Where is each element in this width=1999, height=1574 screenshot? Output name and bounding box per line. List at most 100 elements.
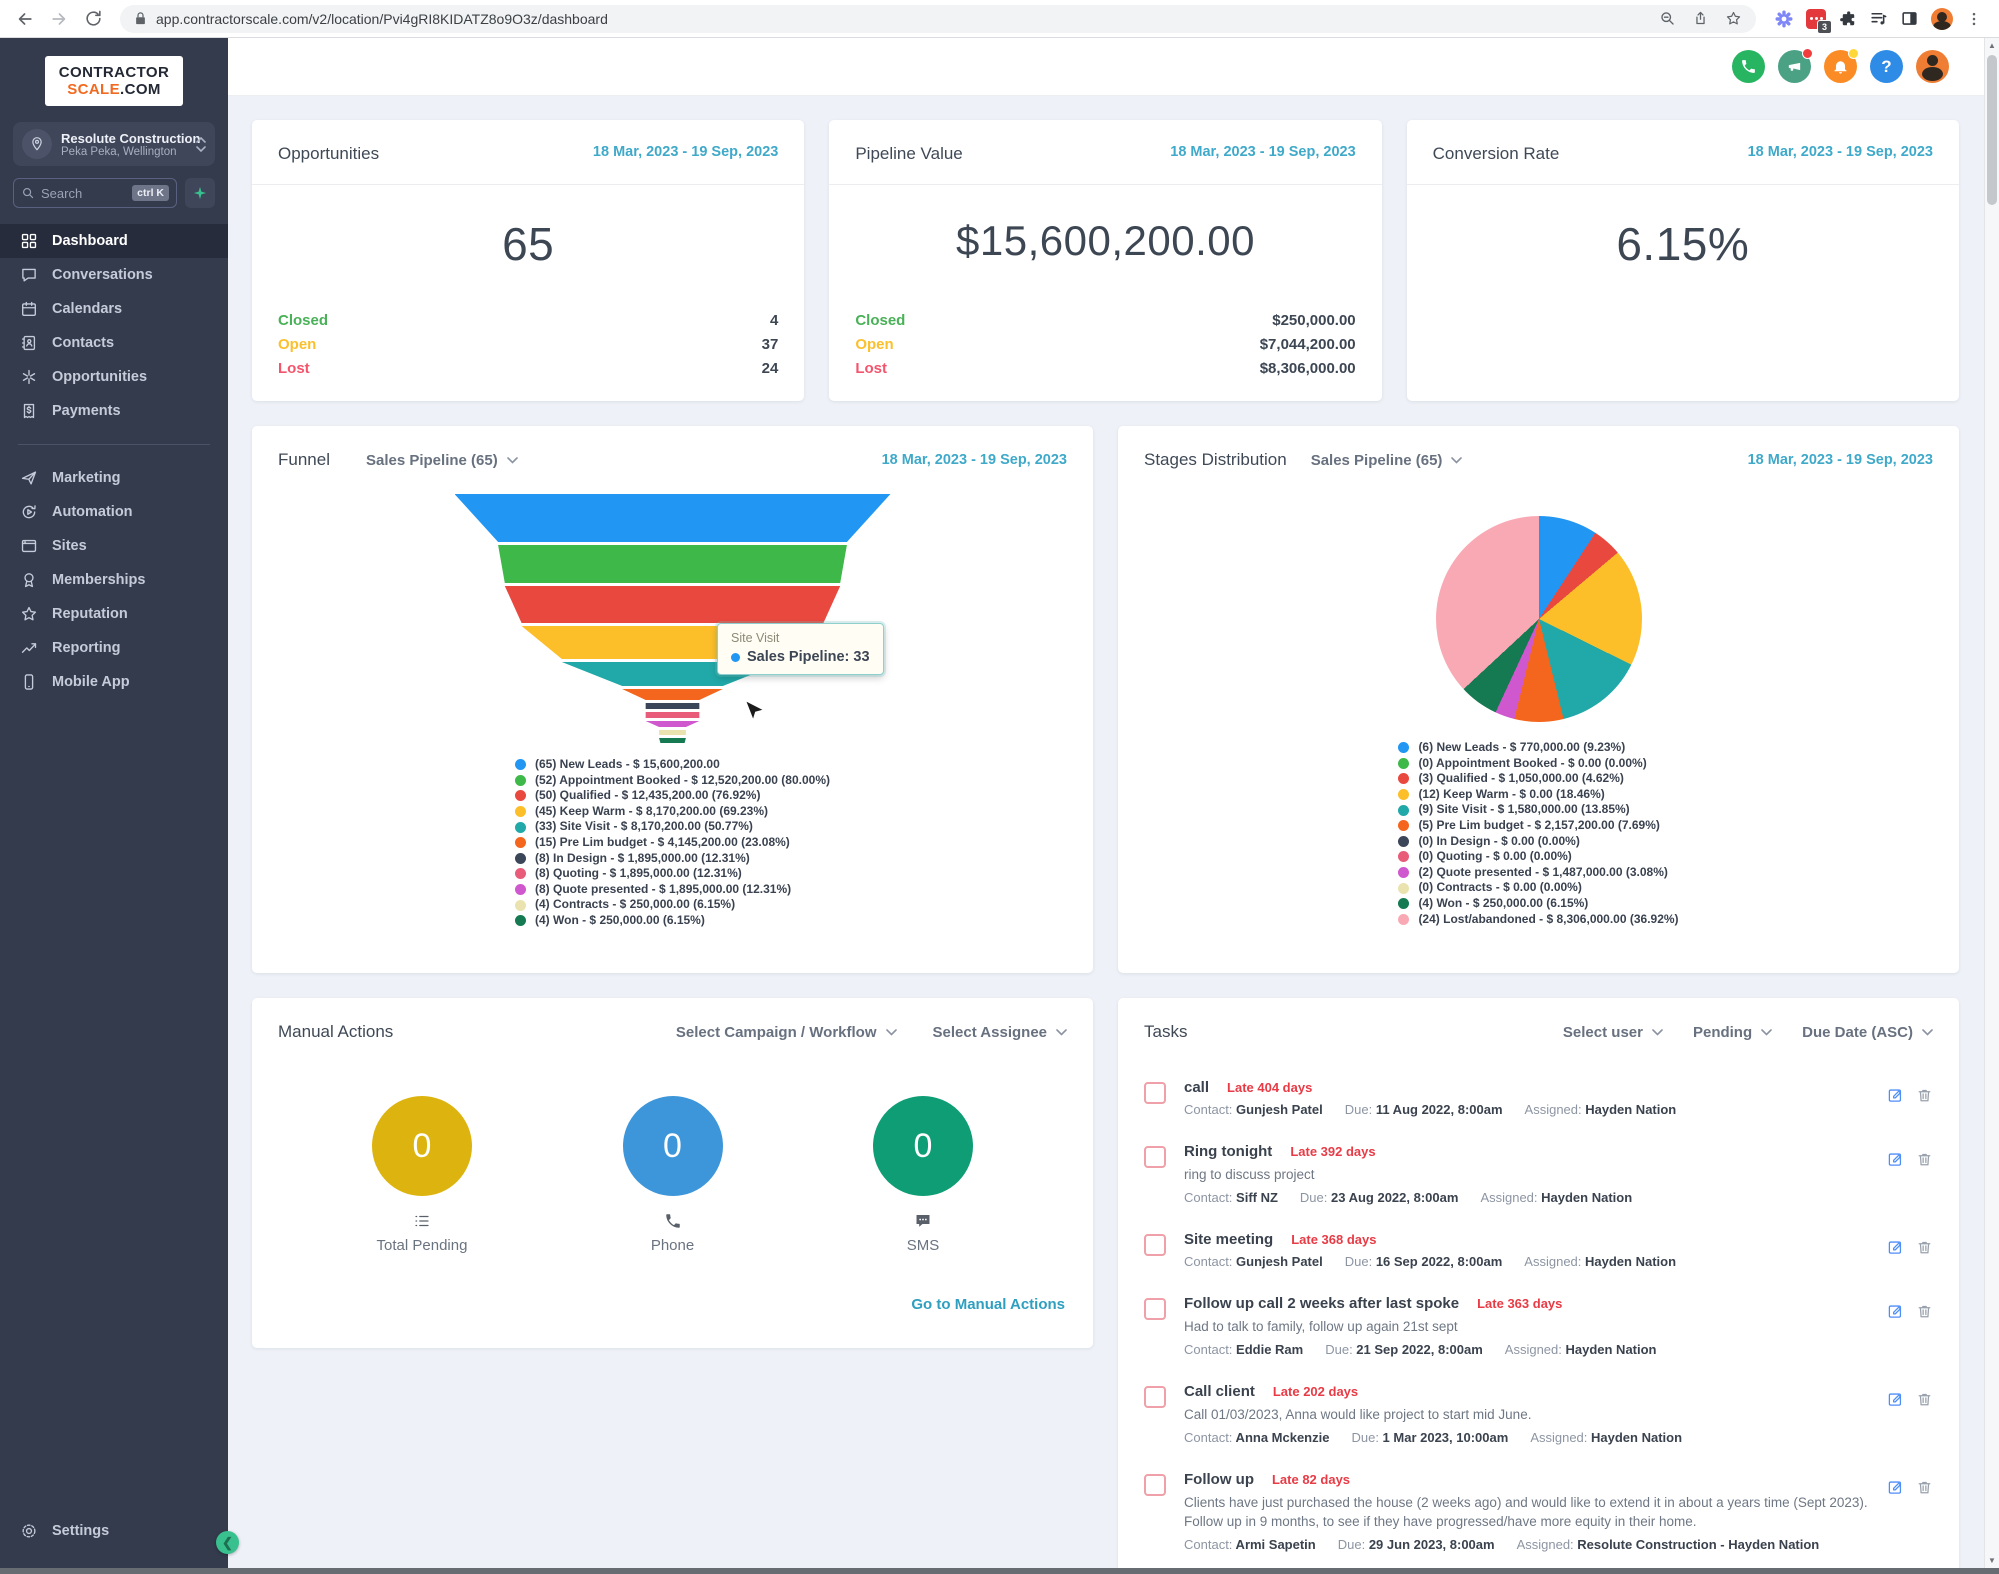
date-range-picker[interactable]: 18 Mar, 2023 - 19 Sep, 2023 xyxy=(1747,452,1933,468)
task-checkbox[interactable] xyxy=(1144,1082,1166,1104)
task-edit-icon[interactable] xyxy=(1887,1239,1904,1256)
scrollbar-up-arrow[interactable]: ▲ xyxy=(1988,41,1996,50)
manual-action-label: SMS xyxy=(906,1237,940,1254)
scrollbar-down-arrow[interactable]: ▼ xyxy=(1988,1556,1996,1565)
sidebar-item-memberships[interactable]: Memberships xyxy=(0,563,228,597)
funnel-stage-quote-presented[interactable] xyxy=(645,721,700,727)
browser-forward-icon[interactable] xyxy=(44,4,74,34)
browser-back-icon[interactable] xyxy=(10,4,40,34)
stages-pipeline-select[interactable]: Sales Pipeline (65) xyxy=(1311,452,1463,469)
task-delete-icon[interactable] xyxy=(1916,1391,1933,1408)
phone-icon[interactable] xyxy=(1732,50,1765,83)
announcements-icon[interactable] xyxy=(1778,48,1813,83)
browser-menu-kebab-icon[interactable] xyxy=(1965,10,1983,28)
browser-profile-avatar[interactable] xyxy=(1931,7,1953,30)
task-edit-icon[interactable] xyxy=(1887,1087,1904,1104)
funnel-stage-in-design[interactable] xyxy=(645,703,700,709)
tasks-sort-select[interactable]: Due Date (ASC) xyxy=(1802,1024,1933,1041)
scrollbar-thumb[interactable] xyxy=(1987,55,1997,205)
legend-dot xyxy=(1398,789,1410,801)
legend-label: (2) Quote presented - $ 1,487,000.00 (3.… xyxy=(1418,864,1668,879)
sidebar-item-settings[interactable]: Settings xyxy=(0,1514,228,1548)
playlist-icon[interactable] xyxy=(1869,9,1888,28)
sidebar-item-label: Dashboard xyxy=(52,233,128,249)
funnel-stage-won[interactable] xyxy=(659,738,686,743)
tooltip-stage: Site Visit xyxy=(731,631,780,645)
funnel-chart[interactable] xyxy=(454,494,891,743)
go-to-manual-actions-link[interactable]: Go to Manual Actions xyxy=(911,1296,1065,1313)
task-delete-icon[interactable] xyxy=(1916,1087,1933,1104)
task-delete-icon[interactable] xyxy=(1916,1303,1933,1320)
search-input[interactable] xyxy=(41,185,109,201)
task-checkbox[interactable] xyxy=(1144,1386,1166,1408)
extension-red-icon[interactable]: 3 xyxy=(1806,8,1832,34)
manual-action-count[interactable]: 0 xyxy=(622,1096,723,1196)
date-range-picker[interactable]: 18 Mar, 2023 - 19 Sep, 2023 xyxy=(1170,144,1356,160)
sidebar-item-automation[interactable]: Automation xyxy=(0,495,228,529)
zoom-page-icon[interactable] xyxy=(1659,10,1676,27)
sidebar-item-reporting[interactable]: Reporting xyxy=(0,631,228,665)
manual-action-count[interactable]: 0 xyxy=(372,1096,472,1196)
extension-flower-icon[interactable] xyxy=(1774,9,1794,29)
card-title: Funnel xyxy=(278,450,330,469)
assignee-select[interactable]: Select Assignee xyxy=(933,1024,1068,1041)
task-checkbox[interactable] xyxy=(1144,1146,1166,1168)
browser-reload-icon[interactable] xyxy=(78,4,108,34)
tasks-user-select[interactable]: Select user xyxy=(1563,1024,1663,1041)
notifications-bell-icon[interactable] xyxy=(1824,48,1859,83)
sidebar-item-conversations[interactable]: Conversations xyxy=(0,258,228,292)
task-edit-icon[interactable] xyxy=(1887,1479,1904,1496)
task-delete-icon[interactable] xyxy=(1916,1479,1933,1496)
reading-mode-icon[interactable] xyxy=(1900,9,1919,28)
sidebar-search[interactable]: ctrl K xyxy=(13,178,177,208)
task-delete-icon[interactable] xyxy=(1916,1239,1933,1256)
sidebar-item-reputation[interactable]: Reputation xyxy=(0,597,228,631)
chart-tooltip: Site Visit Sales Pipeline: 33 xyxy=(715,621,886,677)
logo-line1: CONTRACTOR xyxy=(58,64,170,81)
task-edit-icon[interactable] xyxy=(1887,1151,1904,1168)
dashboard-content: Opportunities 18 Mar, 2023 - 19 Sep, 202… xyxy=(228,96,1999,1568)
sidebar-item-payments[interactable]: Payments xyxy=(0,394,228,428)
manual-action-count[interactable]: 0 xyxy=(873,1096,973,1196)
help-icon[interactable]: ? xyxy=(1870,50,1903,83)
sidebar-item-calendars[interactable]: Calendars xyxy=(0,292,228,326)
date-range-picker[interactable]: 18 Mar, 2023 - 19 Sep, 2023 xyxy=(592,144,779,160)
date-range-picker[interactable]: 18 Mar, 2023 - 19 Sep, 2023 xyxy=(881,452,1067,468)
sidebar-item-opportunities[interactable]: Opportunities xyxy=(0,360,228,394)
extensions-puzzle-icon[interactable] xyxy=(1838,9,1857,28)
funnel-stage-qualified[interactable] xyxy=(504,586,841,623)
kpi-stat-row-closed: Closed 4 xyxy=(278,309,778,333)
user-avatar[interactable] xyxy=(1916,50,1949,83)
stages-pie-chart[interactable] xyxy=(1435,516,1642,722)
reputation-icon xyxy=(20,605,38,623)
task-edit-icon[interactable] xyxy=(1887,1303,1904,1320)
location-switcher[interactable]: Resolute Construction Peka Peka, Welling… xyxy=(13,122,215,166)
task-edit-icon[interactable] xyxy=(1887,1391,1904,1408)
date-range-picker[interactable]: 18 Mar, 2023 - 19 Sep, 2023 xyxy=(1747,144,1933,160)
task-delete-icon[interactable] xyxy=(1916,1151,1933,1168)
page-scrollbar[interactable]: ▲ ▼ xyxy=(1984,38,1999,1568)
bookmark-star-icon[interactable] xyxy=(1725,10,1742,27)
task-checkbox[interactable] xyxy=(1144,1234,1166,1256)
task-checkbox[interactable] xyxy=(1144,1298,1166,1320)
sidebar-item-mobile-app[interactable]: Mobile App xyxy=(0,665,228,699)
funnel-stage-new-leads[interactable] xyxy=(454,494,891,542)
task-checkbox[interactable] xyxy=(1144,1474,1166,1496)
sidebar-item-contacts[interactable]: Contacts xyxy=(0,326,228,360)
funnel-stage-pre-lim-budget[interactable] xyxy=(622,689,723,700)
quick-actions-button[interactable] xyxy=(185,178,215,208)
sidebar-item-dashboard[interactable]: Dashboard xyxy=(0,224,228,258)
share-icon[interactable] xyxy=(1692,10,1709,27)
funnel-stage-appointment-booked[interactable] xyxy=(498,545,847,583)
legend-label: (24) Lost/abandoned - $ 8,306,000.00 (36… xyxy=(1418,911,1679,926)
sidebar-item-marketing[interactable]: Marketing xyxy=(0,461,228,495)
funnel-pipeline-select[interactable]: Sales Pipeline (65) xyxy=(366,452,518,469)
address-bar[interactable]: app.contractorscale.com/v2/location/Pvi4… xyxy=(120,4,1756,33)
sidebar-collapse-button[interactable]: ❮ xyxy=(216,1531,239,1554)
campaign-workflow-select[interactable]: Select Campaign / Workflow xyxy=(676,1024,897,1041)
funnel-stage-quoting[interactable] xyxy=(645,712,700,718)
tasks-status-select[interactable]: Pending xyxy=(1693,1024,1772,1041)
sidebar-item-sites[interactable]: Sites xyxy=(0,529,228,563)
legend-item-quote-presented: (8) Quote presented - $ 1,895,000.00 (12… xyxy=(515,882,830,898)
funnel-stage-contracts[interactable] xyxy=(659,730,686,735)
